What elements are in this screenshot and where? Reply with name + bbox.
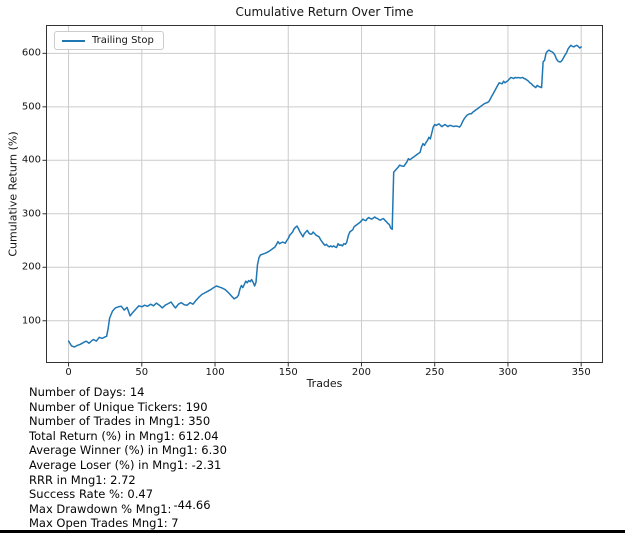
x-tick-label: 150 [278, 367, 298, 378]
y-tick-label: 100 [21, 315, 41, 327]
stat-text: Max Open Trades Mng1: 7 [29, 516, 179, 531]
legend-line-sample-icon [62, 39, 85, 42]
stat-line: Number of Trades in Mng1: 350 [29, 414, 227, 429]
stat-text: RRR in Mng1: 2.72 [29, 472, 136, 487]
stat-text: Number of Unique Tickers: 190 [29, 399, 208, 414]
y-tick-label: 300 [21, 208, 41, 220]
y-tick-label: 400 [21, 154, 41, 166]
x-tick-label: 350 [571, 367, 591, 378]
x-tick-label: 200 [351, 367, 372, 378]
legend: Trailing Stop [54, 31, 164, 50]
stat-raised-value: -44.66 [173, 498, 211, 513]
x-tick-label: 100 [205, 367, 225, 378]
x-axis-label: Trades [306, 377, 343, 390]
x-tick-label: 250 [425, 367, 445, 378]
stat-line: Success Rate %: 0.47 [29, 487, 227, 502]
x-tick-label: 0 [65, 367, 72, 378]
stat-line: Number of Unique Tickers: 190 [29, 400, 227, 415]
y-tick-label: 200 [21, 261, 41, 273]
x-tick-label: 50 [135, 367, 149, 378]
x-tick-label: 300 [498, 367, 518, 378]
stat-text: Number of Days: 14 [29, 385, 145, 399]
stat-line: Number of Days: 14 [29, 385, 227, 400]
stat-line: Average Loser (%) in Mng1: -2.31 [29, 458, 227, 473]
y-tick-label: 500 [21, 101, 41, 113]
stat-text: Max Drawdown % Mng1: [29, 501, 172, 516]
y-axis-label: Cumulative Return (%) [6, 131, 20, 257]
cumulative-return-chart [42, 25, 603, 367]
plot-border [46, 25, 603, 363]
series-line-trailing-stop [67, 44, 582, 348]
stat-text: Total Return (%) in Mng1: 612.04 [29, 428, 219, 443]
stat-line: Average Winner (%) in Mng1: 6.30 [29, 443, 227, 458]
y-tick-label: 600 [21, 47, 41, 59]
legend-label: Trailing Stop [92, 35, 154, 46]
stat-line: Max Open Trades Mng1: 7 [29, 516, 227, 531]
stat-line: Total Return (%) in Mng1: 612.04 [29, 429, 227, 444]
stat-text: Average Winner (%) in Mng1: 6.30 [29, 443, 227, 458]
stat-line: RRR in Mng1: 2.72 [29, 473, 227, 488]
stat-line: Max Drawdown % Mng1: -44.66 [29, 498, 227, 517]
stat-text: Average Loser (%) in Mng1: -2.31 [29, 457, 222, 472]
stat-text: Success Rate %: 0.47 [29, 487, 154, 502]
bottom-border [0, 530, 625, 533]
chart-title: Cumulative Return Over Time [235, 5, 414, 19]
stats-block: Number of Days: 14 Number of Unique Ticke… [29, 385, 227, 531]
stat-text: Number of Trades in Mng1: 350 [29, 414, 211, 429]
